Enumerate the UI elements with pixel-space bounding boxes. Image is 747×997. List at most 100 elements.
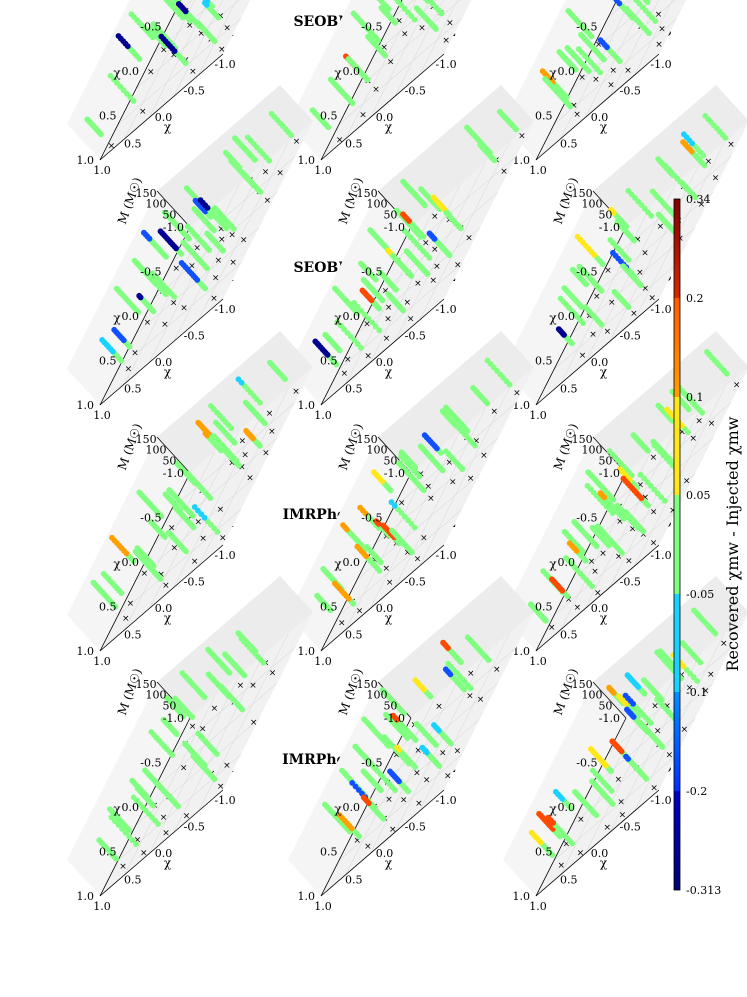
injection-marker: × [403, 298, 411, 308]
injection-marker: × [577, 849, 585, 859]
injection-marker: × [162, 581, 170, 591]
injection-marker: × [217, 505, 225, 515]
grid-line [117, 263, 242, 370]
grid-line [374, 437, 499, 545]
z-tick-label: 150 [136, 187, 157, 200]
x-axis-label: χ [600, 365, 608, 379]
z-axis-label: M (M☉) [551, 422, 581, 472]
colorbar-tick-4: 0.05 [686, 489, 711, 502]
recovery-point [608, 206, 614, 213]
recovery-point [630, 432, 637, 438]
recovery-point [589, 524, 596, 531]
recovery-point [205, 646, 211, 653]
y-tick-label: 0.5 [320, 110, 338, 123]
injection-marker: × [382, 564, 390, 574]
recovery-point [244, 134, 251, 141]
injection-marker: × [293, 137, 301, 147]
grid-line [171, 156, 296, 263]
recovery-point [417, 443, 424, 450]
injection-marker: × [604, 327, 612, 337]
recovery-point [637, 719, 643, 726]
recovery-point [267, 359, 273, 366]
recovery-point [136, 489, 143, 496]
z-axis-label: M (M☉) [551, 176, 581, 226]
recovery-point [141, 229, 147, 236]
injection-marker: × [371, 556, 379, 566]
recovery-point [358, 260, 364, 267]
injection-marker: × [418, 24, 426, 34]
z-axis-label: M (M☉) [115, 667, 145, 717]
recovery-point [549, 576, 555, 583]
y-tick-label: 0.5 [320, 601, 338, 614]
recovery-point [557, 295, 564, 302]
grid-line [173, 409, 265, 588]
injection-marker: × [634, 235, 642, 245]
injection-marker: × [650, 453, 658, 463]
grid-line [153, 437, 278, 545]
injection-marker: × [144, 318, 152, 328]
y-tick-label: 0.0 [343, 801, 361, 814]
recovery-point [351, 300, 357, 306]
recovery-point [367, 227, 374, 234]
x-tick-label: -0.5 [184, 576, 205, 589]
recovery-point [238, 635, 245, 642]
injection-marker: × [211, 704, 219, 714]
x-tick-label: -1.0 [214, 58, 235, 71]
recovery-point [162, 491, 169, 498]
recovery-point [620, 263, 627, 270]
recovery-point [484, 357, 491, 364]
x-tick-label: -0.5 [620, 576, 641, 589]
injection-marker: × [594, 588, 602, 598]
recovery-point [345, 56, 352, 62]
x-tick-label: -0.5 [184, 330, 205, 343]
y-tick-label: 1.0 [513, 154, 531, 167]
recovery-point [400, 178, 406, 185]
grid-line [198, 0, 237, 76]
recovery-point [691, 607, 697, 614]
injection-marker: × [180, 763, 188, 773]
x-tick-label: 1.0 [529, 655, 547, 668]
injection-marker: × [386, 578, 394, 588]
injection-marker: × [160, 45, 168, 55]
recovery-point [394, 744, 401, 751]
y-axis-label: χ [549, 66, 557, 80]
y-tick-label: -0.5 [140, 757, 161, 770]
x-axis-label: χ [385, 611, 393, 625]
recovery-point [148, 519, 155, 525]
colorbar-tick-1: 0.34 [686, 193, 711, 206]
recovery-point [376, 327, 383, 334]
y-tick-label: 1.0 [513, 399, 531, 412]
recovery-point [609, 738, 616, 745]
grid-line [553, 263, 678, 370]
injection-marker: × [108, 142, 116, 152]
recovery-point [555, 326, 562, 332]
recovery-point [662, 162, 669, 169]
injection-marker: × [217, 782, 225, 792]
y-axis-label: χ [113, 66, 121, 80]
grid-line [374, 0, 438, 54]
injection-marker: × [695, 417, 703, 427]
z-tick-label: 100 [582, 198, 603, 211]
x-axis-label: χ [600, 611, 608, 625]
colorbar-tick-7: -0.2 [686, 785, 707, 798]
injection-marker: × [641, 248, 649, 258]
y-tick-label: 0.5 [535, 601, 553, 614]
recovery-point [363, 544, 370, 550]
injection-marker: × [292, 387, 300, 397]
recovery-point [377, 269, 384, 276]
y-tick-label: 0.0 [558, 310, 576, 323]
recovery-point [574, 233, 581, 240]
recovery-point [614, 502, 621, 509]
recovery-point [344, 330, 351, 336]
injection-marker: × [380, 43, 388, 53]
recovery-point [606, 684, 612, 691]
x-tick-label: -0.5 [405, 85, 426, 98]
injection-marker: × [414, 279, 422, 289]
z-tick-label: 150 [136, 433, 157, 446]
injection-marker: × [619, 810, 627, 820]
injection-marker: × [518, 132, 526, 142]
recovery-point [128, 11, 135, 18]
z-tick-label: 50 [598, 454, 612, 467]
